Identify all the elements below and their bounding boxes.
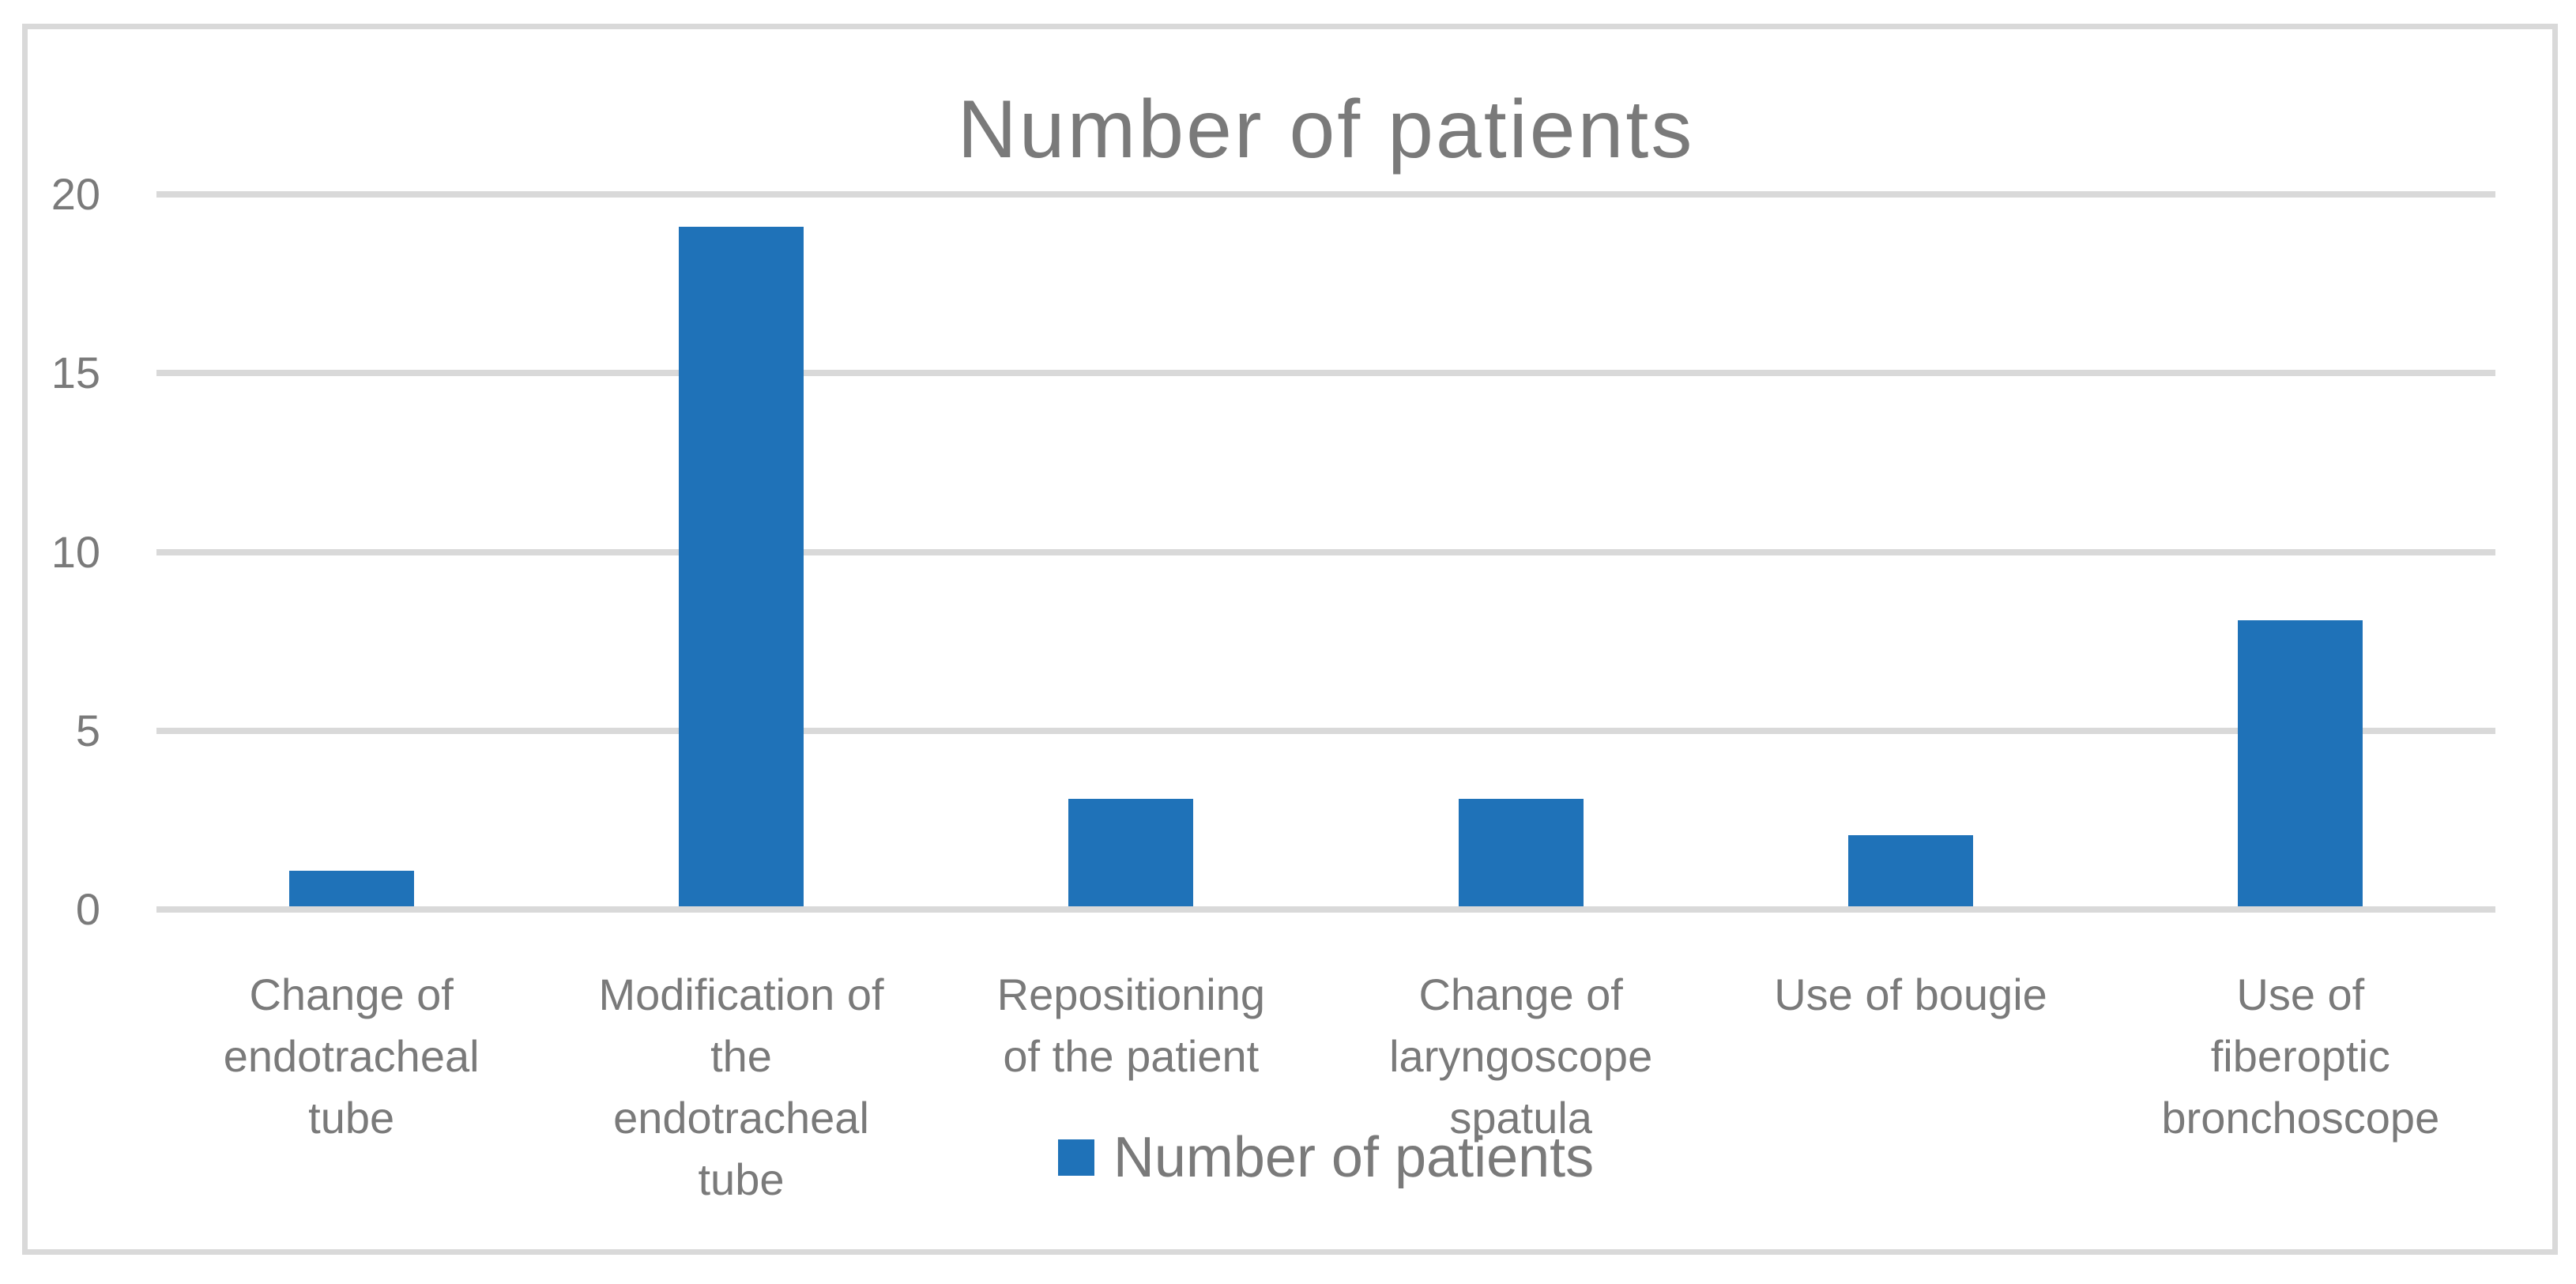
legend: Number of patients (156, 1126, 2495, 1189)
bar-6 (2238, 620, 2363, 906)
y-tick-10: 10 (51, 526, 100, 577)
bar-3 (1068, 799, 1194, 906)
bar-5 (1848, 834, 1973, 906)
x-label-4: Change of laryngoscope spatula (1389, 970, 1653, 1143)
gridline-15 (156, 370, 2495, 377)
gridline-20 (156, 191, 2495, 198)
y-tick-20: 20 (51, 169, 100, 219)
y-tick-15: 15 (51, 348, 100, 398)
bar-2 (679, 227, 804, 906)
y-tick-0: 0 (75, 884, 100, 934)
x-label-2: Modification of the endotracheal tube (598, 970, 884, 1204)
gridline-5 (156, 727, 2495, 734)
chart-title: Number of patients (957, 84, 1695, 175)
bar-1 (288, 870, 414, 906)
x-label-3: Repositioning of the patient (996, 970, 1265, 1081)
x-label-5: Use of bougie (1774, 970, 2047, 1019)
x-label-1: Change of endotracheal tube (223, 970, 480, 1143)
legend-swatch-icon (1057, 1139, 1094, 1176)
legend-label: Number of patients (1113, 1126, 1595, 1189)
gridline-0 (156, 906, 2495, 913)
y-tick-5: 5 (75, 705, 100, 755)
gridline-10 (156, 548, 2495, 555)
x-label-6: Use of fiberoptic bronchoscope (2161, 970, 2440, 1143)
bar-4 (1458, 799, 1584, 906)
chart-frame (22, 24, 2558, 1255)
